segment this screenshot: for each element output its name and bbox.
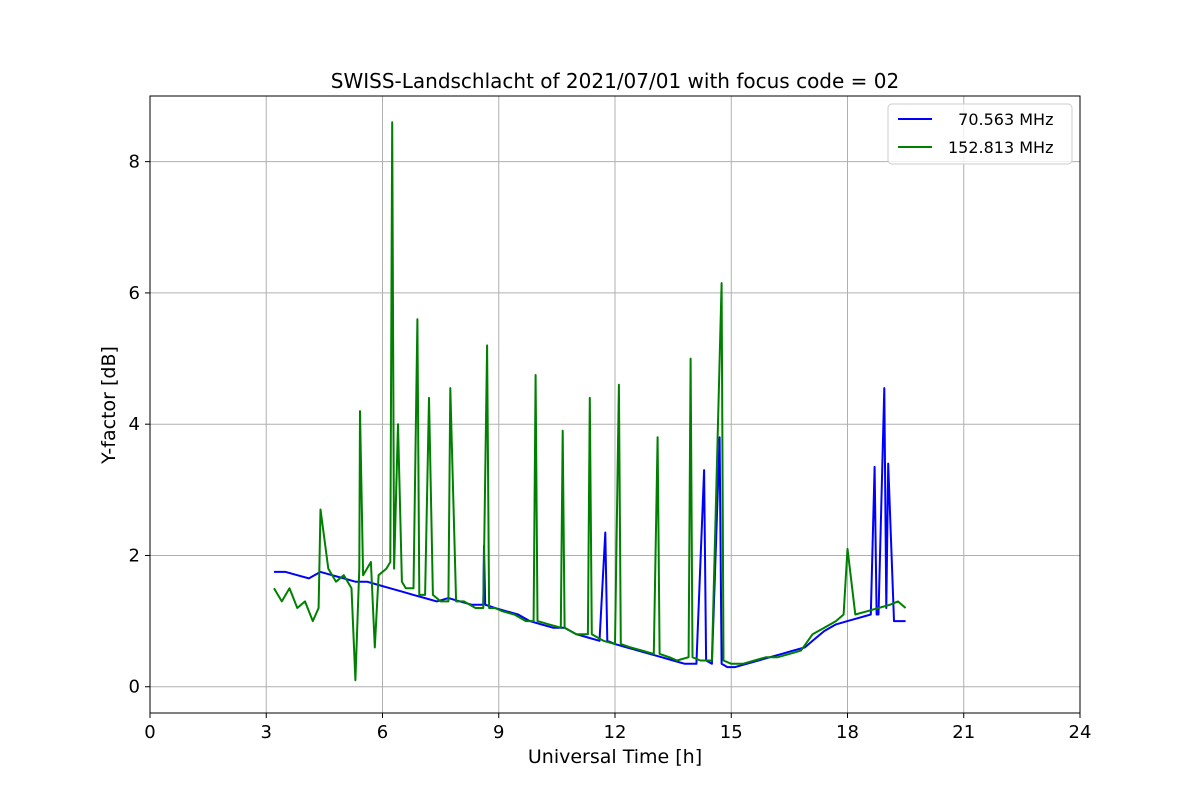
chart-title: SWISS-Landschlacht of 2021/07/01 with fo… bbox=[331, 69, 899, 93]
x-tick-label-5: 15 bbox=[720, 722, 743, 743]
x-tick-label-7: 21 bbox=[952, 722, 975, 743]
series-line-0 bbox=[274, 387, 906, 669]
x-tick-label-1: 3 bbox=[261, 722, 272, 743]
x-tick-label-2: 6 bbox=[377, 722, 388, 743]
y-tick-label-3: 6 bbox=[129, 283, 140, 304]
series-group bbox=[273, 121, 907, 682]
x-tick-label-0: 0 bbox=[144, 722, 155, 743]
y-tick-label-1: 2 bbox=[129, 545, 140, 566]
y-tick-label-4: 8 bbox=[129, 152, 140, 173]
legend: 70.563 MHz 152.813 MHz bbox=[887, 103, 1073, 165]
grid bbox=[150, 96, 1080, 713]
x-tick-label-4: 12 bbox=[604, 722, 627, 743]
x-tick-label-6: 18 bbox=[836, 722, 859, 743]
legend-label-70mhz: 70.563 MHz bbox=[948, 110, 1053, 129]
y-axis-label: Y-factor [dB] bbox=[98, 346, 120, 465]
x-tick-label-8: 24 bbox=[1069, 722, 1092, 743]
y-tick-label-2: 4 bbox=[129, 414, 140, 435]
y-tick-label-0: 0 bbox=[129, 677, 140, 698]
x-axis-label: Universal Time [h] bbox=[528, 746, 702, 768]
series-line-1 bbox=[273, 121, 907, 682]
legend-label-152mhz: 152.813 MHz bbox=[948, 138, 1053, 157]
legend-box bbox=[887, 103, 1073, 165]
x-tick-label-3: 9 bbox=[493, 722, 504, 743]
